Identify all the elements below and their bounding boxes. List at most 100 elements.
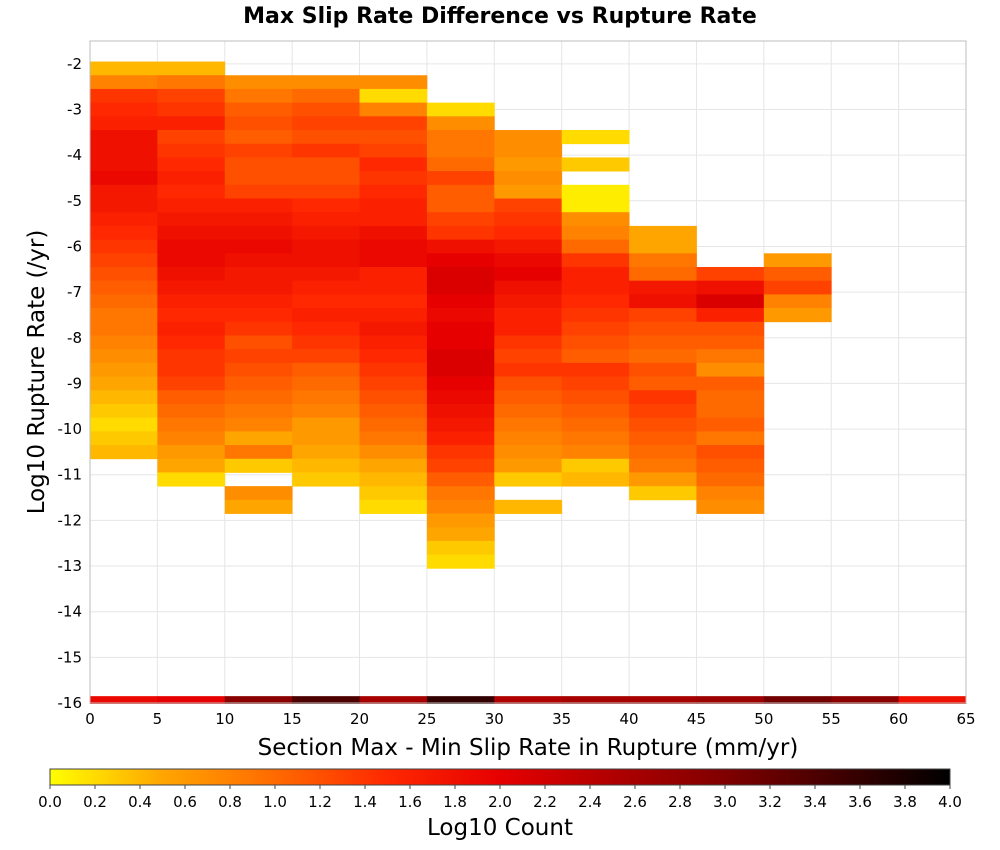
heatmap-cell	[224, 696, 293, 704]
y-tick-label: -13	[58, 557, 83, 575]
heatmap-cell	[157, 696, 226, 704]
heatmap-cell	[494, 280, 563, 295]
colorbar-tick-label: 3.4	[803, 793, 827, 811]
heatmap-cell	[90, 431, 158, 446]
heatmap-cell	[90, 417, 158, 432]
x-tick-label: 5	[153, 710, 163, 728]
heatmap-cell	[359, 116, 428, 131]
heatmap-cell	[292, 376, 360, 391]
heatmap-cell	[224, 116, 293, 131]
heatmap-cell	[629, 431, 697, 446]
colorbar-tick-label: 2.8	[668, 793, 692, 811]
heatmap-cell	[224, 417, 293, 432]
x-tick-label: 50	[754, 710, 773, 728]
heatmap-cell	[292, 696, 360, 704]
heatmap-cell	[426, 362, 495, 377]
heatmap-cell	[561, 445, 630, 460]
heatmap-cell	[561, 390, 630, 405]
heatmap-cell	[629, 458, 697, 473]
heatmap-cell	[494, 417, 563, 432]
heatmap-cell	[696, 696, 765, 704]
heatmap-cell	[90, 280, 158, 295]
heatmap-cell	[224, 376, 293, 391]
heatmap-cell	[224, 431, 293, 446]
heatmap-cell	[359, 294, 428, 309]
heatmap-cell	[90, 266, 158, 282]
heatmap-cell	[426, 527, 495, 542]
colorbar	[49, 768, 951, 786]
heatmap-cell	[426, 349, 495, 364]
heatmap-cell	[629, 390, 697, 405]
x-tick-label: 35	[552, 710, 571, 728]
heatmap-cell	[359, 308, 428, 323]
heatmap-cell	[157, 198, 226, 213]
heatmap-cell	[292, 321, 360, 336]
heatmap-cell	[426, 445, 495, 460]
heatmap-cell	[494, 362, 563, 377]
heatmap-cell	[426, 225, 495, 240]
heatmap-cell	[224, 266, 293, 282]
heatmap-cell	[157, 184, 226, 199]
heatmap-cell	[426, 239, 495, 254]
heatmap-cell	[629, 266, 697, 282]
x-tick-label: 15	[283, 710, 302, 728]
heatmap-cell	[494, 130, 563, 145]
heatmap-cell	[90, 75, 158, 90]
heatmap-cell	[292, 116, 360, 131]
heatmap-cell	[426, 171, 495, 186]
heatmap-cell	[359, 280, 428, 295]
heatmap-cell	[426, 335, 495, 350]
heatmap-cell	[426, 486, 495, 501]
heatmap-cell	[763, 266, 832, 282]
colorbar-label: Log10 Count	[427, 815, 573, 841]
heatmap-cell	[292, 445, 360, 460]
heatmap-cell	[629, 225, 697, 240]
heatmap-cell	[292, 431, 360, 446]
heatmap-cell	[292, 239, 360, 254]
heatmap-cell	[157, 102, 226, 117]
heatmap-cell	[90, 294, 158, 309]
heatmap-cell	[157, 225, 226, 240]
heatmap-cell	[359, 431, 428, 446]
heatmap-cell	[292, 335, 360, 350]
heatmap-cell	[292, 143, 360, 158]
heatmap-cell	[359, 212, 428, 227]
heatmap-cell	[426, 376, 495, 391]
heatmap-cell	[292, 403, 360, 419]
heatmap-cell	[561, 335, 630, 350]
heatmap-cell	[696, 445, 765, 460]
heatmap-cell	[224, 390, 293, 405]
heatmap-cell	[696, 417, 765, 432]
heatmap-cell	[90, 308, 158, 323]
colorbar-tick-label: 3.8	[893, 793, 917, 811]
heatmap-cell	[696, 499, 765, 514]
heatmap-cell	[90, 225, 158, 240]
heatmap-cell	[157, 362, 226, 377]
heatmap-cell	[629, 239, 697, 254]
x-tick-label: 45	[687, 710, 706, 728]
heatmap-cell	[359, 88, 428, 104]
heatmap-cell	[359, 198, 428, 213]
heatmap-cell	[224, 253, 293, 268]
x-tick-label: 60	[889, 710, 908, 728]
x-axis-label: Section Max - Min Slip Rate in Rupture (…	[258, 735, 799, 761]
heatmap-cell	[359, 143, 428, 158]
heatmap-cell	[696, 266, 765, 282]
heatmap-cell	[157, 445, 226, 460]
chart-title: Max Slip Rate Difference vs Rupture Rate	[243, 4, 757, 29]
heatmap-cell	[561, 280, 630, 295]
heatmap-cell	[696, 403, 765, 419]
heatmap-cell	[292, 130, 360, 145]
heatmap-cell	[224, 362, 293, 377]
y-axis-label: Log10 Rupture Rate (/yr)	[24, 230, 50, 515]
heatmap-cell	[90, 445, 158, 460]
heatmap-cell	[561, 225, 630, 240]
heatmap-cell	[629, 417, 697, 432]
heatmap-cell	[359, 239, 428, 254]
heatmap-cell	[157, 308, 226, 323]
heatmap-cell	[90, 403, 158, 419]
y-tick-label: -10	[58, 420, 83, 438]
heatmap-cell	[157, 212, 226, 227]
heatmap-cell	[224, 88, 293, 104]
heatmap-cell	[494, 225, 563, 240]
